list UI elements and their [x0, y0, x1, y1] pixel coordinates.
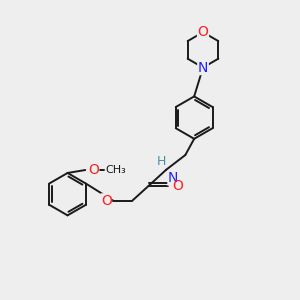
Text: N: N — [198, 61, 208, 75]
Text: O: O — [198, 25, 208, 39]
Text: O: O — [172, 179, 183, 193]
Text: CH₃: CH₃ — [106, 165, 127, 175]
Text: H: H — [157, 155, 166, 168]
Text: O: O — [101, 194, 112, 208]
Text: N: N — [168, 171, 178, 185]
Text: O: O — [88, 163, 99, 177]
